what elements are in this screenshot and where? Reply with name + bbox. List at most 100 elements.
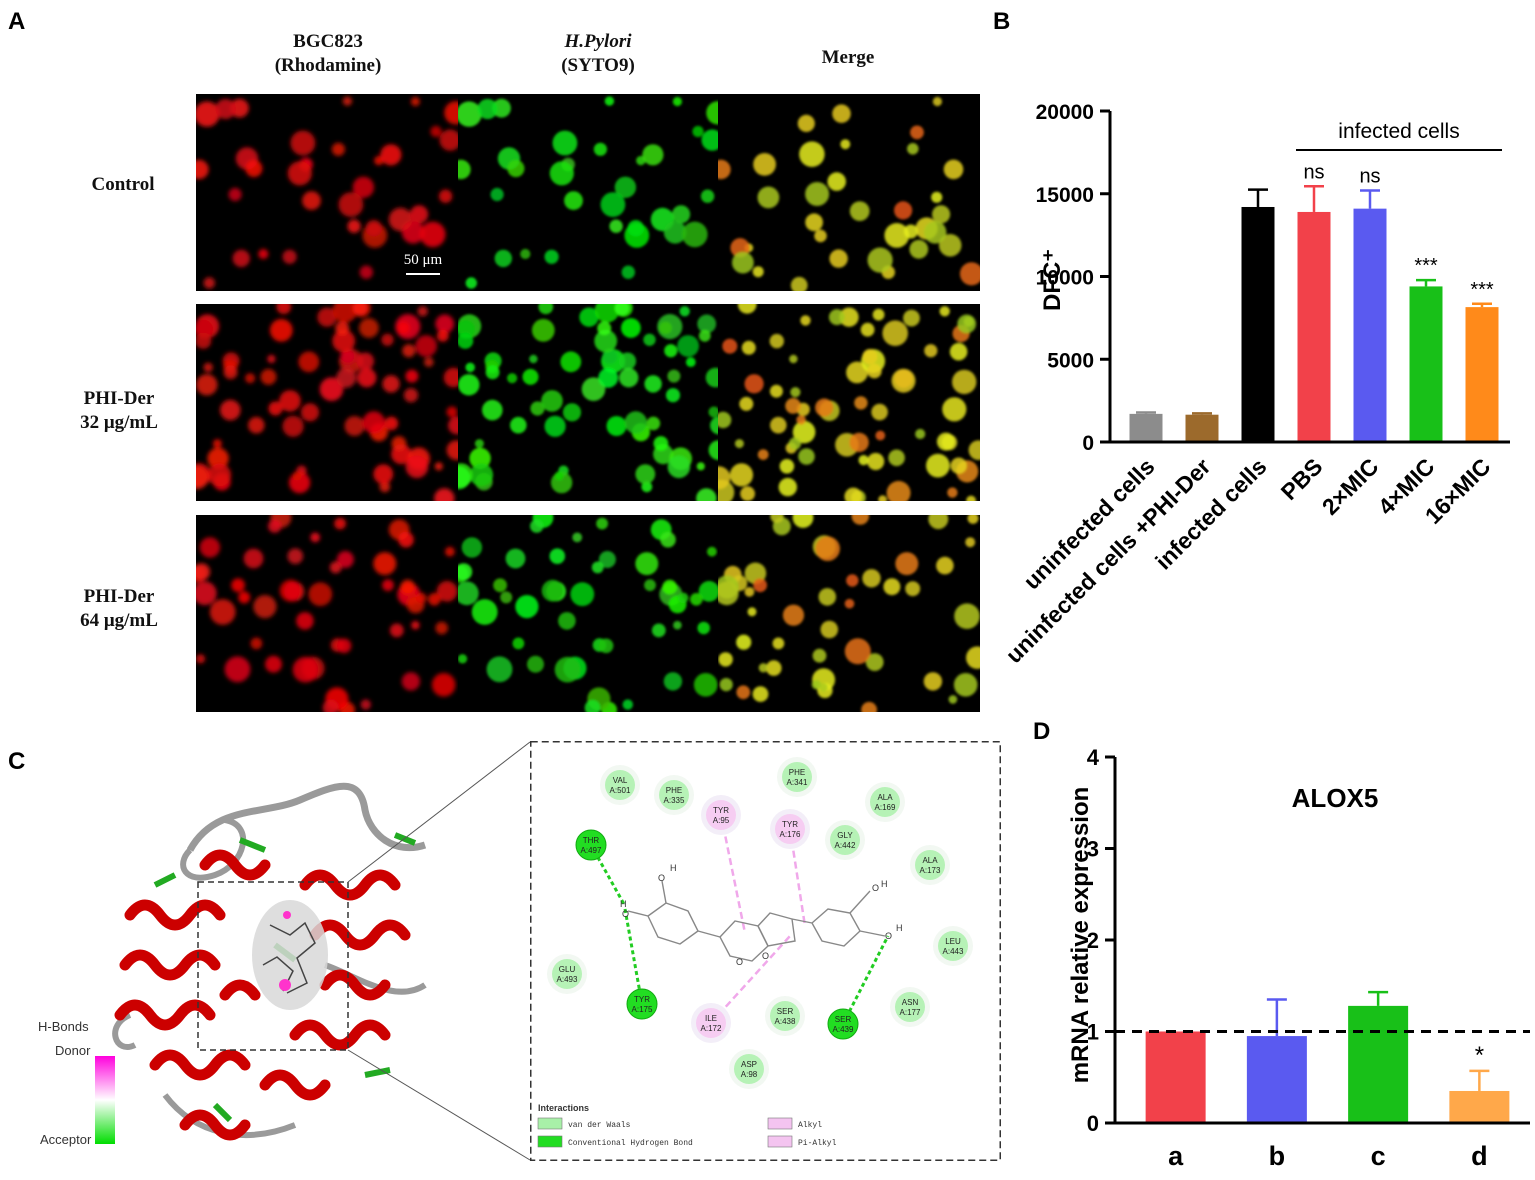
bar (1185, 414, 1219, 441)
hbond-line (841, 935, 890, 1025)
micrograph-64-green (458, 515, 718, 712)
fluorescent-cells (718, 515, 980, 712)
atom-h-4: H (896, 923, 903, 933)
residue-disk (830, 825, 860, 855)
residue-id: A:335 (664, 796, 685, 805)
residue-name: TYR (782, 820, 798, 829)
fluorescent-cells (718, 304, 980, 501)
y-tick-label: 0 (1087, 1111, 1099, 1136)
x-tick-label: d (1471, 1141, 1488, 1171)
micrograph-64-merge (718, 515, 980, 712)
column-header-line1: BGC823 (293, 31, 363, 52)
alkyl-line (719, 814, 747, 934)
panel-label-b: B (993, 8, 1011, 35)
residue-name: PHE (666, 786, 682, 795)
row-header-line1: Control (91, 174, 155, 195)
atom-h-2: H (620, 899, 627, 909)
hbond-legend-acceptor: Acceptor (40, 1132, 92, 1147)
micrograph-64-red (196, 515, 458, 712)
row-header-phi-32: PHI-Der 32 μg/mL (44, 387, 194, 435)
residue-disk (938, 931, 968, 961)
residue-disk (775, 814, 805, 844)
residue-disk (770, 1001, 800, 1031)
residue-disk (626, 988, 658, 1020)
bar (1145, 1031, 1206, 1122)
alkyl-line (710, 935, 791, 1024)
fluorescent-cells (458, 515, 718, 712)
column-header-hpylori: H.Pylori (SYTO9) (488, 30, 708, 78)
residue-id: A:341 (787, 778, 808, 787)
fluorescent-cells (196, 304, 458, 501)
row-header-control: Control (48, 173, 198, 197)
chart-title: ALOX5 (1292, 783, 1379, 813)
y-tick-label: 20000 (1036, 101, 1094, 124)
y-tick-label: 2 (1087, 928, 1099, 953)
residue-name: SER (835, 1015, 852, 1024)
residue-disk (827, 1008, 859, 1040)
residue-id: A:177 (900, 1008, 921, 1017)
row-header-phi-64: PHI-Der 64 μg/mL (44, 585, 194, 633)
y-tick-label: 5000 (1047, 349, 1094, 372)
residue-id: A:172 (701, 1024, 722, 1033)
residue-disk (734, 1054, 764, 1084)
column-header-bgc823: BGC823 (Rhodamine) (218, 30, 438, 78)
fluorescent-cells (458, 304, 718, 501)
column-header-merge: Merge (738, 46, 958, 70)
micrograph-control-green (458, 94, 718, 291)
y-tick-label: 0 (1082, 432, 1094, 455)
y-tick-label: 4 (1087, 745, 1100, 770)
legend-swatch-hbond (537, 1135, 563, 1148)
residue-disk (782, 762, 812, 792)
residue-name: ASP (741, 1060, 757, 1069)
micrograph-32-merge (718, 304, 980, 501)
atom-o-4: O (885, 931, 892, 941)
residue-id: A:443 (943, 947, 964, 956)
panel-label-c: C (8, 748, 26, 775)
residue-id: A:439 (833, 1025, 854, 1034)
ligand-skeleton (627, 880, 886, 962)
panel-label-d: D (1033, 718, 1051, 745)
residue-id: A:176 (780, 830, 801, 839)
fluorescent-cells (196, 96, 458, 289)
residue-id: A:95 (713, 816, 730, 825)
atom-labels: O H O H O H O H O O (620, 863, 903, 967)
residue-name: VAL (613, 776, 628, 785)
group-bracket-label: infected cells (1338, 120, 1459, 143)
residue-name: ILE (705, 1014, 717, 1023)
residue-name: ALA (922, 856, 938, 865)
y-tick-label: 15000 (1036, 184, 1094, 207)
residue-disk (659, 780, 689, 810)
micrograph-32-red (196, 304, 458, 501)
residue-name: SER (777, 1007, 794, 1016)
residue-name: LEU (945, 937, 961, 946)
bar (1348, 1005, 1409, 1122)
y-axis-label: DFC⁺ (1039, 249, 1066, 311)
bar (1353, 208, 1387, 441)
y-axis-label: mRNA relative expression (1067, 787, 1094, 1084)
bar (1409, 286, 1443, 441)
column-header-line2: (Rhodamine) (274, 55, 382, 76)
row-header-line1: PHI-Der (83, 586, 155, 607)
residue-name: TYR (634, 995, 650, 1004)
legend-label-alkyl: Alkyl (798, 1121, 822, 1130)
protein-ribbon-structure (112, 782, 427, 1141)
residue-id: A:442 (835, 841, 856, 850)
atom-o-6: O (762, 951, 769, 961)
significance-label: *** (1470, 279, 1494, 301)
hbond-line (589, 844, 627, 907)
